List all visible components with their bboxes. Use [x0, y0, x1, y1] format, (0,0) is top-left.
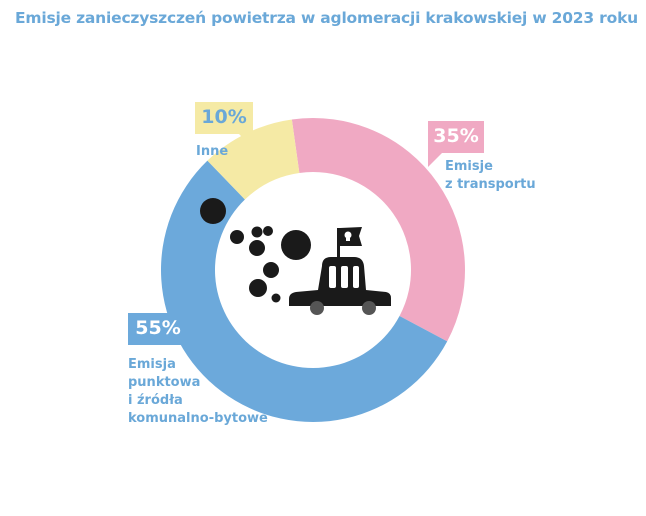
- transport-label: Emisje z transportu: [445, 159, 536, 192]
- donut-slice-2: [207, 119, 300, 200]
- other-value-callout: 10%: [195, 102, 253, 148]
- point-label: Emisja punktowa i źródła komunalno-bytow…: [128, 357, 268, 426]
- smoke-puffs-icon: [200, 198, 311, 303]
- car-with-pirate-flag-icon: [289, 227, 391, 315]
- chart-title: Emisje zanieczyszczeń powietrza w aglome…: [15, 9, 639, 27]
- point-value-callout: 55%: [128, 299, 188, 345]
- transport-value: 35%: [433, 125, 479, 147]
- other-value: 10%: [201, 106, 247, 128]
- donut-slice-1: [161, 160, 448, 423]
- donut-slice-0: [291, 117, 466, 342]
- other-label: Inne: [196, 144, 229, 159]
- transport-value-callout: 35%: [428, 121, 484, 167]
- point-value: 55%: [135, 317, 181, 339]
